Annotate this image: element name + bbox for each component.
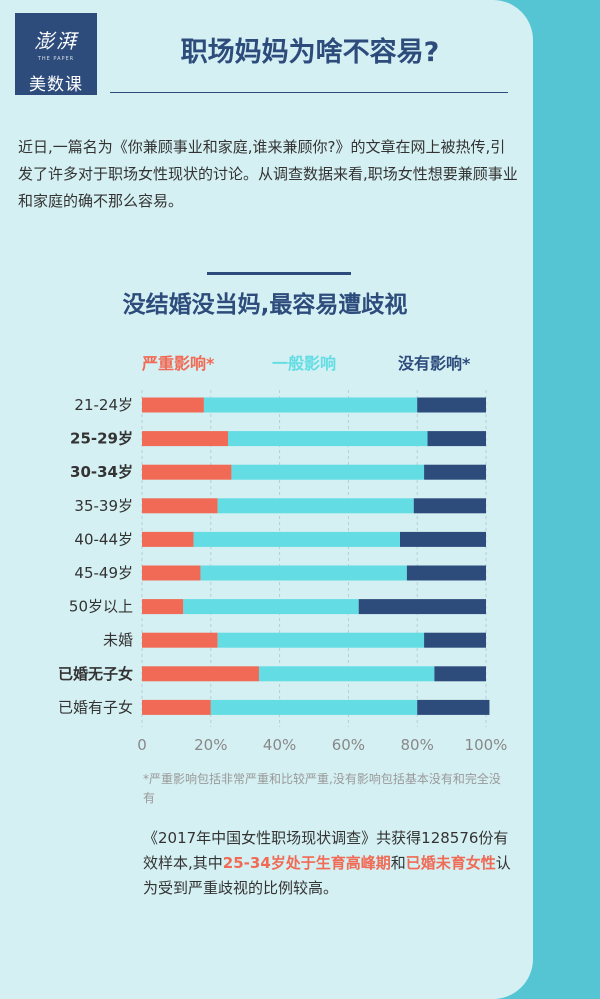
bar-segment-none — [358, 599, 486, 615]
bar-segment-moderate — [217, 632, 425, 648]
bar-segment-severe — [142, 431, 228, 447]
category-label: 40-44岁 — [74, 530, 133, 548]
logo-label: 美数课 — [29, 75, 83, 95]
bar-segment-none — [400, 531, 486, 547]
x-tick-label: 60% — [332, 736, 365, 754]
bar-segment-severe — [142, 599, 184, 615]
bar-segment-moderate — [200, 565, 407, 581]
bar-segment-none — [413, 498, 486, 514]
bar-segment-moderate — [210, 699, 418, 715]
bar-segment-moderate — [258, 666, 435, 682]
bar-segment-none — [434, 666, 486, 682]
bar-segment-moderate — [217, 498, 414, 514]
chart-footnote: *严重影响包括非常严重和比较严重,没有影响包括基本没有和完全没有 — [143, 772, 501, 805]
chart-title-rule — [207, 272, 351, 275]
summary-highlight-1: 25-34岁处于生育高峰期 — [222, 854, 391, 872]
bar-segment-none — [427, 431, 486, 447]
legend-severe: 严重影响* — [142, 354, 215, 373]
category-label: 已婚无子女 — [58, 665, 133, 683]
logo-text: 澎湃 — [34, 29, 78, 53]
bar-segment-moderate — [203, 397, 418, 413]
bar-segment-severe — [142, 498, 218, 514]
category-label: 已婚有子女 — [58, 698, 133, 716]
bar-segment-none — [417, 699, 490, 715]
bar-segment-moderate — [228, 431, 428, 447]
bar-segment-severe — [142, 531, 194, 547]
x-tick-label: 40% — [263, 736, 296, 754]
bar-segment-severe — [142, 632, 218, 648]
page-title: 职场妈妈为啥不容易? — [180, 37, 440, 68]
bar-segment-none — [424, 632, 486, 648]
x-tick-label: 80% — [401, 736, 434, 754]
category-label: 25-29岁 — [70, 430, 133, 448]
thepaper-logo: 澎湃 THE PAPER 美数课 — [15, 13, 97, 95]
x-tick-label: 100% — [465, 736, 508, 754]
bar-segment-severe — [142, 565, 201, 581]
category-label: 未婚 — [103, 631, 133, 649]
summary-highlight-2: 已婚未育女性 — [405, 854, 496, 872]
category-label: 30-34岁 — [70, 463, 133, 481]
category-label: 21-24岁 — [74, 396, 133, 414]
summary-text-2: 和 — [390, 854, 406, 872]
legend-none: 没有影响* — [398, 354, 471, 373]
category-label: 35-39岁 — [74, 497, 133, 515]
bar-segment-moderate — [193, 531, 400, 547]
summary-paragraph: 《2017年中国女性职场现状调查》共获得128576份有效样本,其中25-34岁… — [143, 826, 513, 901]
bar-segment-severe — [142, 699, 211, 715]
bar-segment-severe — [142, 666, 259, 682]
x-tick-label: 20% — [194, 736, 227, 754]
bar-segment-none — [417, 397, 486, 413]
title-divider — [110, 92, 508, 93]
bar-segment-none — [424, 464, 486, 480]
chart-title: 没结婚没当妈,最容易遭歧视 — [122, 292, 408, 318]
bar-segment-none — [406, 565, 486, 581]
bar-segment-moderate — [183, 599, 359, 615]
bar-segment-severe — [142, 464, 232, 480]
category-label: 45-49岁 — [74, 564, 133, 582]
x-tick-label: 0 — [137, 736, 147, 754]
logo-subtext: THE PAPER — [37, 56, 75, 62]
bar-segment-moderate — [231, 464, 425, 480]
stacked-bar-chart: 0 20% 40% 60% 80% 100% 21-24岁 25-29岁 30-34岁 35-39… — [58, 390, 508, 754]
legend-moderate: 一般影响 — [272, 354, 337, 373]
summary-text-3: 认为受到严重歧视的比例较高。 — [143, 854, 511, 897]
intro-paragraph: 近日,一篇名为《你兼顾事业和家庭,谁来兼顾你?》的文章在网上被热传,引发了许多对… — [18, 138, 518, 210]
summary-text-1: 《2017年中国女性职场现状调查》共获得128576份有效样本,其中 — [143, 829, 509, 872]
bar-segment-severe — [142, 397, 204, 413]
category-label: 50岁以上 — [69, 598, 133, 616]
